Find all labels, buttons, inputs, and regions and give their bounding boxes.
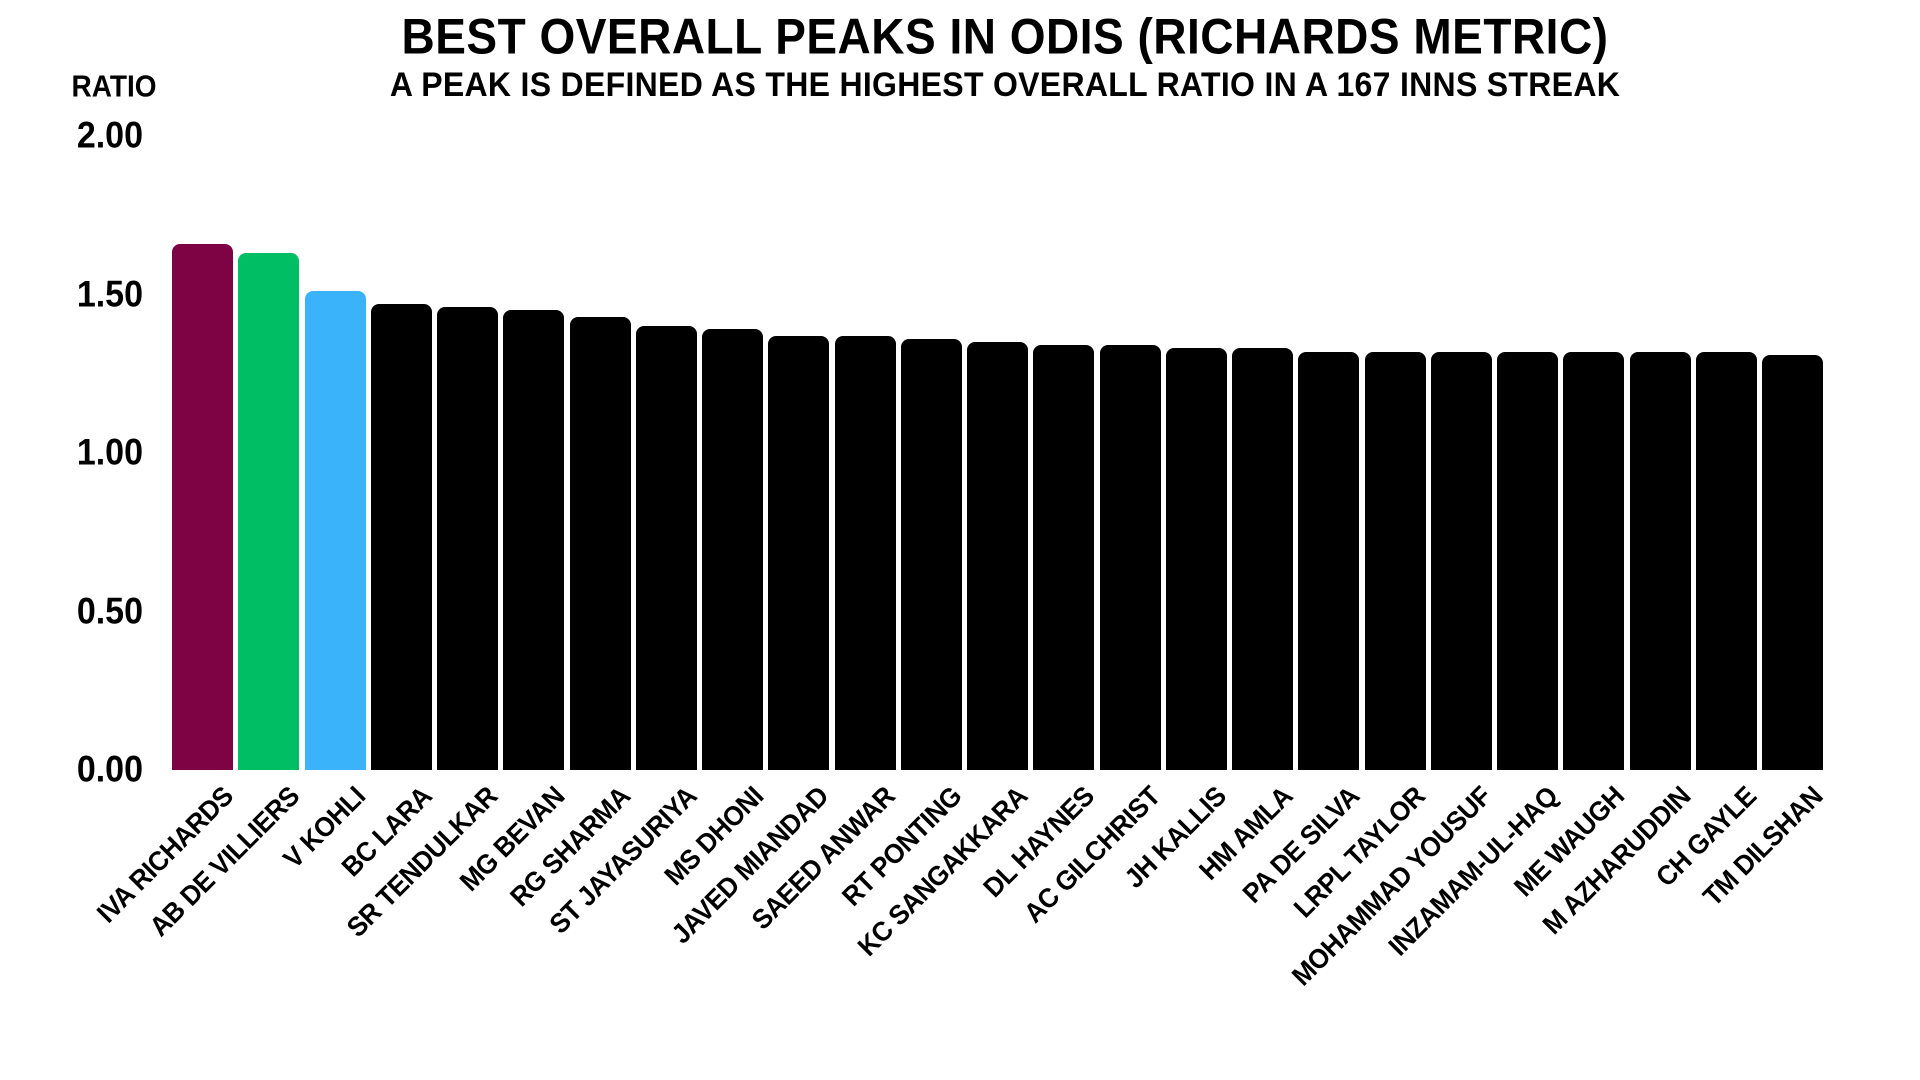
bar-pa-de-silva bbox=[1298, 351, 1360, 770]
y-tick-label: 1.50 bbox=[76, 273, 143, 315]
y-tick-label: 1.00 bbox=[76, 431, 143, 473]
bar-v-kohli bbox=[304, 291, 366, 770]
bar-mg-bevan bbox=[503, 310, 565, 770]
bar-rg-sharma bbox=[569, 316, 631, 770]
bar-m-azharuddin bbox=[1629, 351, 1691, 770]
chart-subtitle: A PEAK IS DEFINED AS THE HIGHEST OVERALL… bbox=[389, 64, 1621, 104]
bar-inzamam-ul-haq bbox=[1497, 351, 1558, 770]
y-tick-label: 2.00 bbox=[76, 114, 143, 156]
bar-bc-lara bbox=[370, 304, 432, 770]
y-axis-title: RATIO bbox=[71, 69, 157, 104]
bar-ab-de-villiers bbox=[238, 253, 300, 770]
bar-ac-gilchrist bbox=[1099, 345, 1161, 770]
bar-st-jayasuriya bbox=[635, 326, 697, 770]
bar-kc-sangakkara bbox=[967, 342, 1028, 770]
bar-iva-richards bbox=[172, 243, 233, 770]
chart-title: BEST OVERALL PEAKS IN ODIS (RICHARDS MET… bbox=[401, 7, 1609, 65]
bar-ch-gayle bbox=[1695, 351, 1757, 770]
bar-rt-ponting bbox=[900, 338, 962, 770]
bar-hm-amla bbox=[1232, 348, 1293, 770]
bar-dl-haynes bbox=[1033, 345, 1095, 770]
bar-me-waugh bbox=[1563, 351, 1625, 770]
bar-saeed-anwar bbox=[834, 335, 896, 770]
chart-header: BEST OVERALL PEAKS IN ODIS (RICHARDS MET… bbox=[90, 7, 1920, 104]
y-tick-label: 0.00 bbox=[76, 748, 143, 790]
bar-ms-dhoni bbox=[702, 329, 763, 770]
bar-lrpl-taylor bbox=[1364, 351, 1426, 770]
bar-jh-kallis bbox=[1165, 348, 1227, 770]
bar-sr-tendulkar bbox=[437, 307, 498, 770]
bar-tm-dilshan bbox=[1762, 354, 1823, 770]
y-tick-label: 0.50 bbox=[76, 590, 143, 632]
bar-javed-miandad bbox=[768, 335, 830, 770]
bar-mohammad-yousuf bbox=[1430, 351, 1492, 770]
